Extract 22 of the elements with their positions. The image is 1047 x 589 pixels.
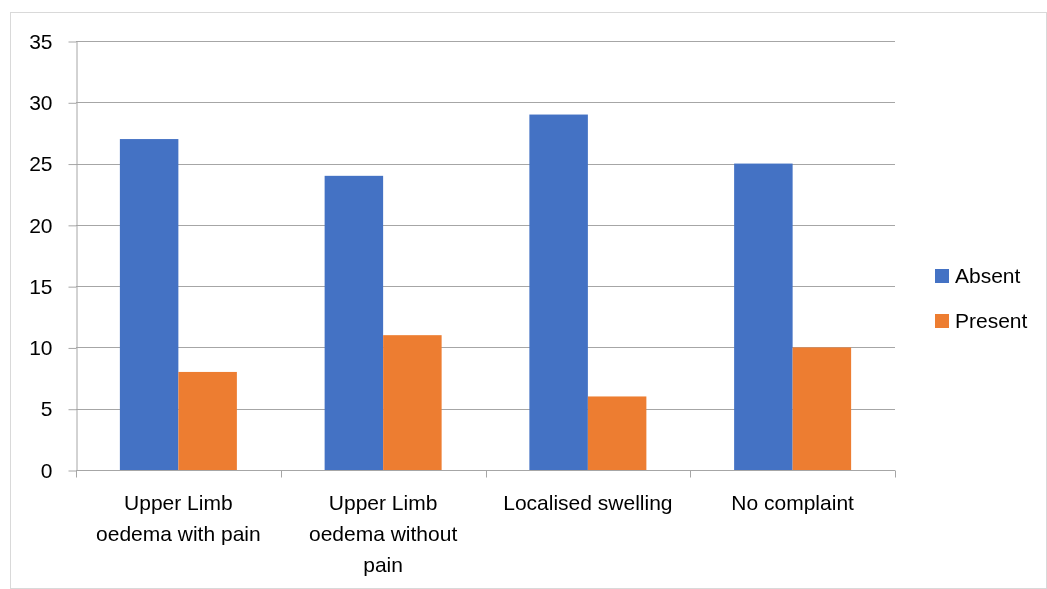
bar (178, 371, 237, 470)
y-tick-label: 10 (29, 336, 53, 360)
bar (792, 347, 852, 470)
y-tick-label: 35 (29, 29, 53, 53)
y-tick-label: 0 (40, 458, 53, 482)
y-tick-label: 5 (40, 397, 53, 421)
x-tick-label: No complaint (731, 490, 855, 514)
y-tick-label: 25 (29, 152, 53, 176)
y-tick-label: 30 (29, 91, 53, 115)
x-tick-label: Localised swelling (503, 490, 673, 514)
x-tick-label: Upper Limb oedema with pain (96, 490, 261, 545)
bar (734, 163, 793, 470)
bar (383, 335, 442, 470)
bar (119, 139, 179, 470)
legend-label: Absent (955, 264, 1021, 288)
x-tick-label: Upper Limb oedema without pain (308, 490, 458, 576)
bar (529, 114, 588, 470)
bar (587, 396, 647, 470)
bar (324, 175, 384, 470)
y-tick-label: 15 (29, 274, 53, 298)
legend-label: Present (955, 309, 1028, 333)
y-tick-label: 20 (29, 213, 53, 237)
